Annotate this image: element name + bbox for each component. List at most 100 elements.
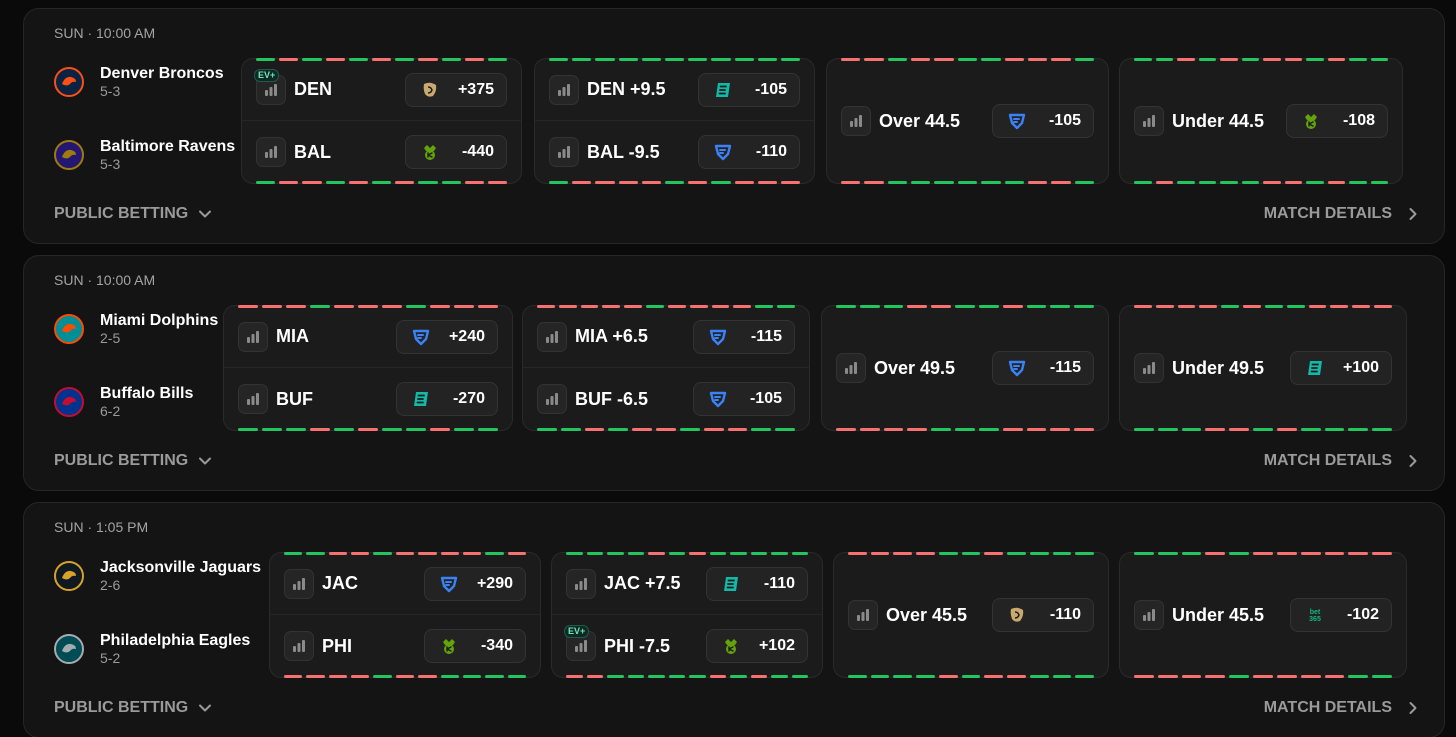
match-details-link[interactable]: MATCH DETAILS [1264,452,1420,470]
stripe-segment [310,428,330,431]
stripe-segment [1177,58,1195,61]
stats-bars-icon[interactable] [1134,106,1164,136]
match-details-link[interactable]: MATCH DETAILS [1264,699,1420,717]
stripe-segment [632,428,653,431]
stripe-segment [566,675,583,678]
stats-bars-icon[interactable] [836,353,866,383]
stripe-segment [1074,181,1094,184]
stripe-segment [1198,181,1216,184]
stripe-segment [870,552,890,555]
stripe-segment [1300,552,1321,555]
odds-button[interactable]: +102 [706,629,808,663]
ravens-logo [54,140,84,170]
stats-bars-icon[interactable] [1134,353,1164,383]
stripe-segment [711,305,730,308]
stripe-segment [454,305,474,308]
odds-value: -110 [763,574,795,592]
stats-bars-icon[interactable] [841,106,871,136]
odds-button[interactable]: -440 [405,135,507,169]
outcome-label: BAL -9.5 [587,141,660,162]
public-betting-toggle[interactable]: PUBLIC BETTING [54,699,212,717]
stripe-segment [1229,675,1250,678]
odds-button[interactable]: +375 [405,72,507,107]
stats-bars-icon[interactable] [238,384,268,414]
stripe-top [836,305,1094,308]
stripe-segment [418,552,437,555]
stripe-segment [734,58,754,61]
stripe-bot [549,181,801,184]
odds-button[interactable]: +240 [396,319,498,354]
market-moneyline: JAC +290 PHI -340 [269,552,541,678]
stripe-segment [302,181,322,184]
odds-button[interactable]: +100 [1290,351,1392,385]
odds-button[interactable]: -270 [396,382,498,416]
match-details-link[interactable]: MATCH DETAILS [1264,205,1420,223]
stripe-segment [887,58,908,61]
stripe-segment [733,305,752,308]
stripe-bot [537,428,795,431]
stripe-segment [566,552,583,555]
stripe-segment [1348,552,1369,555]
stripe-segment [978,305,999,308]
stripe-segment [279,181,299,184]
stats-bars-icon[interactable] [549,137,579,167]
stripe-segment [1324,552,1345,555]
odds-button[interactable]: -110 [698,135,800,169]
stats-bars-icon[interactable] [284,568,314,599]
stripe-segment [984,552,1004,555]
stripe-segment [395,58,415,61]
odds-button[interactable]: -105 [698,72,800,107]
chevron-down-icon [198,701,212,715]
market-row: Over 44.5 -105 [827,59,1108,183]
fanduel-icon [713,142,733,162]
game-card: SUN · 10:00 AM Miami Dolphins 2-5 Buffalo B… [23,255,1445,491]
stripe-segment [302,58,322,61]
market-row: BAL -440 [242,121,521,183]
stripe-segment [777,305,795,308]
stripe-segment [1155,58,1173,61]
stripe-segment [1221,305,1240,308]
stats-bars-icon[interactable] [238,321,268,352]
market-row: BUF -270 [224,368,512,430]
stats-bars-icon[interactable] [537,384,567,414]
stats-bars-icon[interactable] [549,74,579,105]
team-record: 5-2 [100,650,121,666]
market-spread: JAC +7.5 -110 PHI -7.5 +102 EV+ [551,552,823,678]
betmgm-icon [420,80,440,100]
odds-button[interactable]: -108 [1286,104,1388,138]
odds-button[interactable]: bet 365 -102 [1290,598,1392,632]
stripe-segment [1134,181,1152,184]
stripe-segment [679,428,700,431]
stripe-segment [627,552,644,555]
stripe-segment [1349,181,1367,184]
stats-bars-icon[interactable] [566,568,596,599]
odds-button[interactable]: -115 [992,351,1094,385]
stripe-top [238,305,498,308]
stripe-segment [478,305,498,308]
odds-button[interactable]: -110 [706,566,808,601]
public-betting-toggle[interactable]: PUBLIC BETTING [54,205,212,223]
stripe-segment [1050,305,1071,308]
stripe-segment [328,552,348,555]
stripe-segment [907,428,928,431]
stripe-segment [791,552,808,555]
team-text: Buffalo Bills 6-2 [100,384,193,420]
stripe-segment [334,428,354,431]
stats-bars-icon[interactable] [256,137,286,167]
espnbet-icon [411,389,431,409]
stats-bars-icon[interactable] [537,321,567,352]
team-name: Miami Dolphins [100,312,219,329]
odds-button[interactable]: -105 [693,382,795,416]
stats-bars-icon[interactable] [848,600,878,630]
public-betting-toggle[interactable]: PUBLIC BETTING [54,452,212,470]
stats-bars-icon[interactable] [1134,600,1164,630]
odds-button[interactable]: -105 [992,104,1094,138]
stats-bars-icon[interactable] [284,631,314,661]
odds-button[interactable]: +290 [424,566,526,601]
odds-value: -270 [452,390,485,407]
stripe-segment [1134,428,1154,431]
stripe-segment [1352,305,1371,308]
odds-button[interactable]: -115 [693,319,795,354]
odds-button[interactable]: -110 [992,598,1094,632]
odds-button[interactable]: -340 [424,629,526,663]
